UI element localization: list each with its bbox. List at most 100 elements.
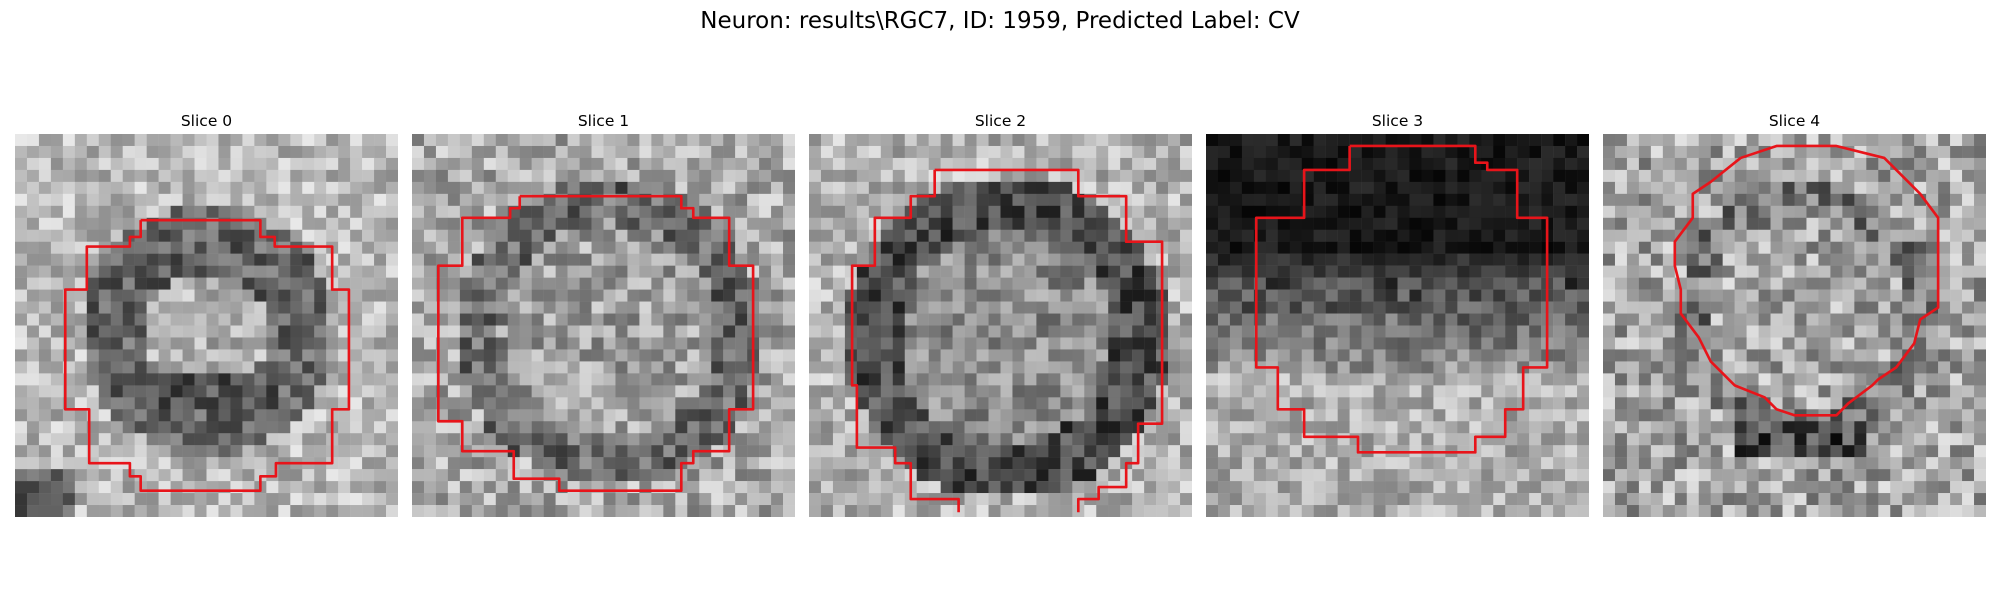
image-pixel xyxy=(1325,457,1338,470)
image-pixel xyxy=(1529,493,1542,506)
image-pixel xyxy=(820,253,834,266)
image-pixel xyxy=(1662,169,1676,183)
image-pixel xyxy=(412,385,425,398)
image-pixel xyxy=(471,193,485,207)
image-pixel xyxy=(783,289,795,302)
image-pixel xyxy=(1603,157,1616,171)
image-pixel xyxy=(266,505,279,517)
image-pixel xyxy=(435,241,449,254)
image-pixel xyxy=(483,493,497,506)
image-pixel xyxy=(1072,253,1085,266)
image-pixel xyxy=(242,157,255,171)
image-pixel xyxy=(771,277,784,290)
image-pixel xyxy=(603,337,616,350)
image-pixel xyxy=(1878,361,1891,374)
image-pixel xyxy=(687,481,700,494)
image-pixel xyxy=(1842,409,1855,422)
image-pixel xyxy=(856,181,870,195)
image-pixel xyxy=(820,361,834,374)
image-pixel xyxy=(230,373,243,386)
image-pixel xyxy=(412,289,425,302)
image-pixel xyxy=(1603,313,1616,326)
image-pixel xyxy=(1962,181,1975,195)
image-pixel xyxy=(62,457,76,470)
image-pixel xyxy=(1674,145,1688,159)
image-pixel xyxy=(266,337,279,350)
image-pixel xyxy=(735,385,748,398)
image-pixel xyxy=(62,277,76,290)
image-pixel xyxy=(1084,349,1097,362)
image-pixel xyxy=(1650,445,1664,458)
image-pixel xyxy=(603,445,616,458)
image-pixel xyxy=(1493,181,1506,195)
image-pixel xyxy=(1698,313,1711,326)
image-pixel xyxy=(1565,181,1578,195)
image-pixel xyxy=(206,205,219,219)
image-pixel xyxy=(98,193,111,207)
image-pixel xyxy=(651,325,664,338)
image-pixel xyxy=(904,253,917,266)
image-pixel xyxy=(1036,433,1049,446)
image-pixel xyxy=(711,337,724,350)
image-pixel xyxy=(543,445,556,458)
image-pixel xyxy=(1349,229,1362,242)
image-pixel xyxy=(1770,134,1783,147)
image-pixel xyxy=(242,181,255,195)
image-pixel xyxy=(1734,325,1747,338)
image-pixel xyxy=(555,313,568,326)
image-pixel xyxy=(1962,349,1975,362)
image-pixel xyxy=(1217,373,1231,386)
image-pixel xyxy=(651,253,664,266)
image-pixel xyxy=(627,241,640,254)
image-pixel xyxy=(1253,181,1267,195)
image-pixel xyxy=(1156,433,1169,446)
image-pixel xyxy=(1794,433,1807,446)
image-pixel xyxy=(1445,337,1458,350)
image-pixel xyxy=(1806,134,1819,147)
image-pixel xyxy=(1529,181,1542,195)
image-pixel xyxy=(266,134,279,147)
image-pixel xyxy=(146,157,159,171)
image-pixel xyxy=(1505,397,1518,410)
image-pixel xyxy=(1746,433,1759,446)
image-pixel xyxy=(1662,157,1676,171)
image-pixel xyxy=(711,373,724,386)
image-pixel xyxy=(483,349,497,362)
image-pixel xyxy=(1072,409,1085,422)
image-pixel xyxy=(1060,505,1073,517)
image-pixel xyxy=(1493,433,1506,446)
image-pixel xyxy=(1577,373,1589,386)
image-pixel xyxy=(362,361,375,374)
image-pixel xyxy=(952,481,965,494)
image-pixel xyxy=(471,505,485,517)
image-pixel xyxy=(1144,134,1157,147)
image-pixel xyxy=(1048,385,1061,398)
image-pixel xyxy=(1108,181,1121,195)
image-pixel xyxy=(278,169,291,183)
image-pixel xyxy=(1565,421,1578,434)
image-pixel xyxy=(747,445,760,458)
image-pixel xyxy=(266,433,279,446)
image-pixel xyxy=(1674,433,1688,446)
image-pixel xyxy=(230,157,243,171)
image-pixel xyxy=(1265,169,1279,183)
image-pixel xyxy=(1818,181,1831,195)
image-pixel xyxy=(1120,265,1133,278)
image-pixel xyxy=(1962,205,1975,219)
image-pixel xyxy=(699,361,712,374)
image-pixel xyxy=(1144,313,1157,326)
image-pixel xyxy=(362,397,375,410)
image-pixel xyxy=(1842,157,1855,171)
image-pixel xyxy=(374,229,387,242)
image-pixel xyxy=(242,313,255,326)
image-pixel xyxy=(1603,409,1616,422)
image-pixel xyxy=(495,229,508,242)
image-pixel xyxy=(1168,169,1181,183)
image-pixel xyxy=(158,361,171,374)
image-pixel xyxy=(74,493,88,506)
image-pixel xyxy=(783,433,795,446)
image-pixel xyxy=(1517,301,1530,314)
image-pixel xyxy=(809,205,822,219)
image-pixel xyxy=(1710,241,1723,254)
image-pixel xyxy=(976,409,989,422)
